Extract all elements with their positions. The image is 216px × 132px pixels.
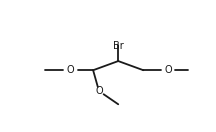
Text: O: O [165, 65, 172, 75]
Text: O: O [67, 65, 74, 75]
Text: O: O [95, 86, 103, 96]
Text: Br: Br [113, 41, 124, 51]
